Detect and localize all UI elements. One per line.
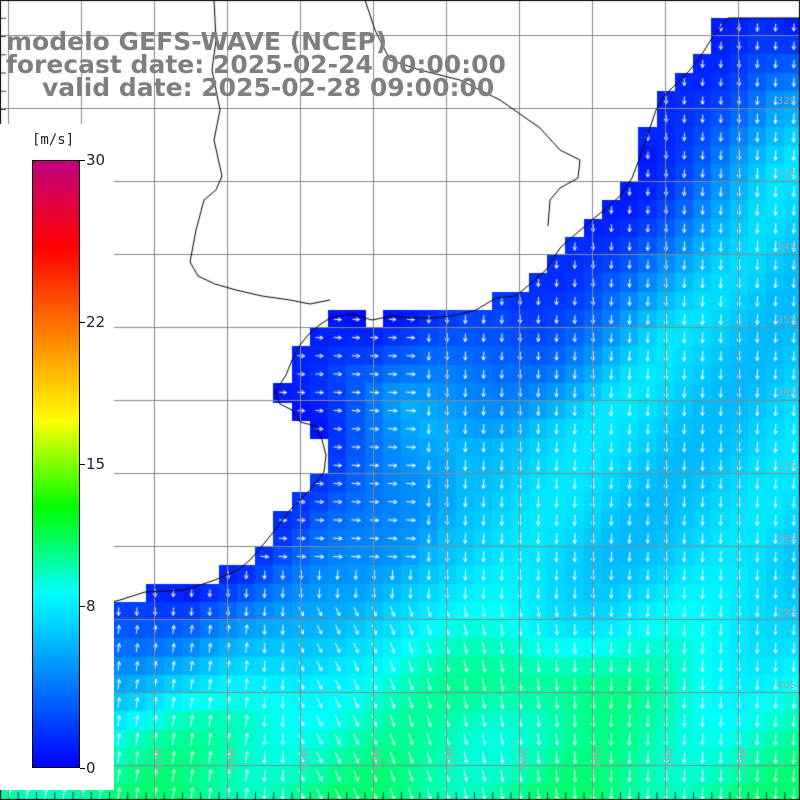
longitude-label: 58W (373, 747, 384, 770)
latitude-label: 38S (776, 534, 796, 545)
colorbar-tick-mark (80, 605, 85, 607)
longitude-label: 57W (446, 747, 457, 770)
colorbar-tick-mark (80, 768, 85, 769)
colorbar-tick-label: 30 (86, 151, 106, 169)
latitude-label: 39S (776, 607, 796, 618)
longitude-label: 53W (738, 747, 749, 770)
colorbar-tick-label: 15 (86, 455, 106, 473)
colorbar-tick-label: 8 (86, 596, 96, 615)
longitude-label: 59W (300, 747, 311, 770)
latitude-label: 32S (776, 96, 796, 107)
latitude-label: 33S (776, 169, 796, 180)
latitude-label: 36S (776, 388, 796, 399)
title-valid-date: valid date: 2025-02-28 09:00:00 (42, 73, 495, 102)
longitude-label: 56W (519, 747, 530, 770)
colorbar-tick-label: 0 (86, 759, 96, 777)
latitude-label: 35S (776, 315, 796, 326)
title-model: modelo GEFS-WAVE (NCEP) (6, 27, 388, 56)
colorbar-tick-mark (80, 160, 85, 161)
longitude-label: 60W (227, 747, 238, 770)
longitude-label: 54W (665, 747, 676, 770)
title-forecast-date: forecast date: 2025-02-24 00:00:00 (6, 50, 506, 79)
colorbar-units: [m/s] (32, 132, 75, 148)
latitude-label: 40S (776, 680, 796, 691)
colorbar (32, 160, 80, 768)
colorbar-tick-label: 22 (86, 313, 106, 332)
longitude-label: 55W (592, 747, 603, 770)
colorbar-tick-mark (80, 322, 85, 324)
colorbar-tick-mark (80, 464, 85, 465)
latitude-label: 37S (776, 461, 796, 472)
longitude-label: 61W (154, 747, 165, 770)
latitude-label: 34S (776, 242, 796, 253)
